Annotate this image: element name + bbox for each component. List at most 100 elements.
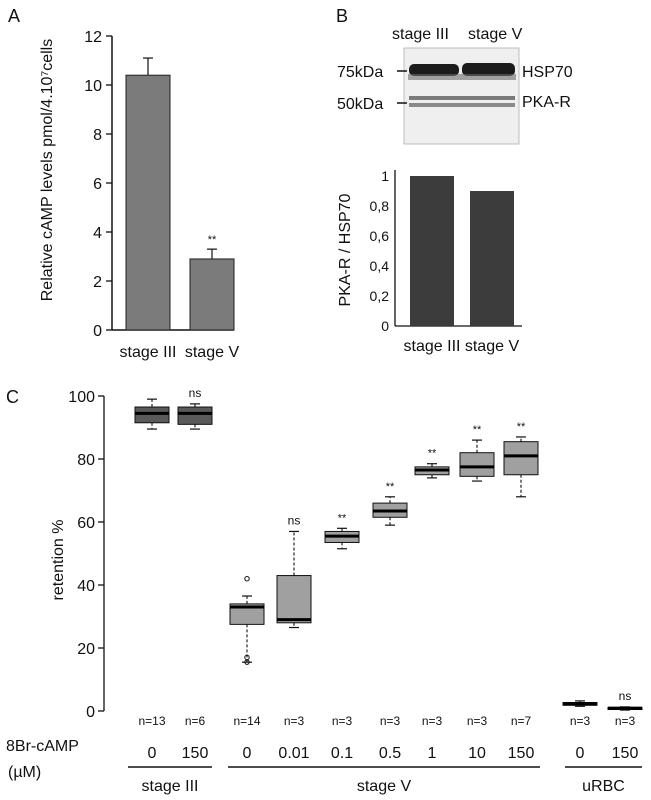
box-significance-7: ** <box>473 424 482 436</box>
box-n-label-6: n=3 <box>422 714 443 728</box>
hsp70-band-lane2 <box>462 63 515 76</box>
panel-b-category-1: stage V <box>465 338 520 355</box>
box-n-label-0: n=13 <box>138 714 165 728</box>
box-dose-label-0: 0 <box>148 745 157 762</box>
panel-a-ylabel: Relative cAMP levels pmol/4.10⁷cells <box>39 39 56 302</box>
box-n-label-3: n=3 <box>284 714 305 728</box>
blot-band-label-pkar: PKA-R <box>522 94 571 111</box>
panel-a-category-1: stage V <box>185 344 240 361</box>
panel-a-chart: 0 2 4 6 8 10 12 stage III ** stage V <box>84 29 239 361</box>
box-0 <box>134 398 170 430</box>
box-n-label-9: n=3 <box>570 714 591 728</box>
panel-c-xtitle-line2: (µM) <box>8 764 41 781</box>
box-dose-label-9: 0 <box>576 745 585 762</box>
panel-a-ytick-label-6: 12 <box>84 29 102 46</box>
box-body-2 <box>229 603 265 625</box>
box-5 <box>372 496 408 526</box>
blot-lane-label-1: stage III <box>392 26 449 43</box>
panel-b-ytick-label-2: 0,4 <box>370 258 390 274</box>
box-significance-8: ** <box>517 421 526 433</box>
box-dose-label-5: 0.5 <box>379 745 401 762</box>
panel-a-ytick-label-5: 10 <box>84 78 102 95</box>
panel-b-ytick-label-0: 0 <box>381 318 389 334</box>
panel-a-significance-1: ** <box>208 234 217 246</box>
box-dose-label-1: 150 <box>182 745 209 762</box>
box-6 <box>414 463 450 479</box>
panel-c-xtitle-line1: 8Br-cAMP <box>6 738 79 755</box>
panel-c-ytick-label-5: 100 <box>68 389 95 406</box>
box-9 <box>562 700 598 707</box>
panel-c-ylabel: retention % <box>50 520 67 601</box>
panel-b-ytick-label-4: 0,8 <box>370 198 390 214</box>
box-1 <box>177 403 213 430</box>
panel-a-bar-1 <box>189 258 235 331</box>
box-dose-label-4: 0.1 <box>331 745 353 762</box>
box-dose-label-7: 10 <box>468 745 486 762</box>
panel-b-category-0: stage III <box>404 338 461 355</box>
panel-b-chart: 0 0,2 0,4 0,6 0,8 1 stage III stage V <box>370 168 522 355</box>
panel-a-bar-0 <box>125 74 171 331</box>
box-n-label-10: n=3 <box>615 714 636 728</box>
panel-c-ytick-label-1: 20 <box>77 641 95 658</box>
box-body-3 <box>276 575 312 624</box>
panel-letter-c: C <box>6 387 19 407</box>
box-10 <box>607 706 643 711</box>
box-n-label-4: n=3 <box>332 714 353 728</box>
box-outlier-2-2 <box>244 659 250 665</box>
group-label-2: uRBC <box>582 778 625 795</box>
panel-b-ytick-label-5: 1 <box>381 168 389 184</box>
panel-b-bar-0 <box>410 176 454 326</box>
box-body-7 <box>459 452 495 477</box>
box-body-8 <box>503 441 539 476</box>
panel-a-ytick-label-2: 4 <box>93 225 102 242</box>
blot-band-label-hsp70: HSP70 <box>522 64 573 81</box>
box-dose-label-6: 1 <box>428 745 437 762</box>
panel-letter-b: B <box>336 6 348 26</box>
box-3 <box>276 530 312 629</box>
box-n-label-1: n=6 <box>185 714 206 728</box>
box-dose-label-2: 0 <box>243 745 252 762</box>
box-4 <box>324 527 360 550</box>
panel-c-chart: 020406080100n=130nsn=6150n=140nsn=30.01*… <box>68 386 643 795</box>
box-7 <box>459 439 495 482</box>
panel-b-ytick-label-3: 0,6 <box>370 228 390 244</box>
pkar-band-upper <box>409 96 515 100</box>
box-significance-6: ** <box>428 448 437 460</box>
box-n-label-5: n=3 <box>380 714 401 728</box>
box-n-label-2: n=14 <box>233 714 260 728</box>
panel-c-ytick-label-4: 80 <box>77 452 95 469</box>
blot-lane-label-2: stage V <box>468 26 523 43</box>
panel-a-ytick-label-1: 2 <box>93 274 102 291</box>
blot-marker-75: 75kDa <box>337 64 383 81</box>
panel-a-category-0: stage III <box>120 344 177 361</box>
panel-b-ylabel: PKA-R / HSP70 <box>337 193 354 306</box>
box-significance-5: ** <box>386 481 395 493</box>
panel-a-ytick-label-3: 6 <box>93 176 102 193</box>
group-label-0: stage III <box>142 778 199 795</box>
box-significance-4: ** <box>338 512 347 524</box>
panel-a-ytick-label-4: 8 <box>93 127 102 144</box>
box-n-label-7: n=3 <box>467 714 488 728</box>
panel-letter-a: A <box>8 6 20 26</box>
box-body-1 <box>177 406 213 425</box>
panel-c-ytick-label-0: 0 <box>86 704 95 721</box>
pkar-band-lower <box>409 103 515 107</box>
box-body-0 <box>134 406 170 424</box>
panel-c-ytick-label-3: 60 <box>77 515 95 532</box>
box-n-label-8: n=7 <box>511 714 532 728</box>
panel-b-ytick-label-1: 0,2 <box>370 288 390 304</box>
hsp70-band-lane1 <box>409 64 459 76</box>
western-blot <box>403 47 520 145</box>
box-significance-3: ns <box>288 513 301 527</box>
box-outlier-2-0 <box>244 576 250 582</box>
panel-c-ytick-label-2: 40 <box>77 578 95 595</box>
box-dose-label-8: 150 <box>508 745 535 762</box>
box-dose-label-10: 150 <box>612 745 639 762</box>
box-significance-10: ns <box>619 689 632 703</box>
box-2 <box>229 576 265 665</box>
box-dose-label-3: 0.01 <box>278 745 309 762</box>
box-8 <box>503 436 539 498</box>
panel-a-ytick-label-0: 0 <box>93 323 102 340</box>
blot-marker-50: 50kDa <box>337 96 383 113</box>
